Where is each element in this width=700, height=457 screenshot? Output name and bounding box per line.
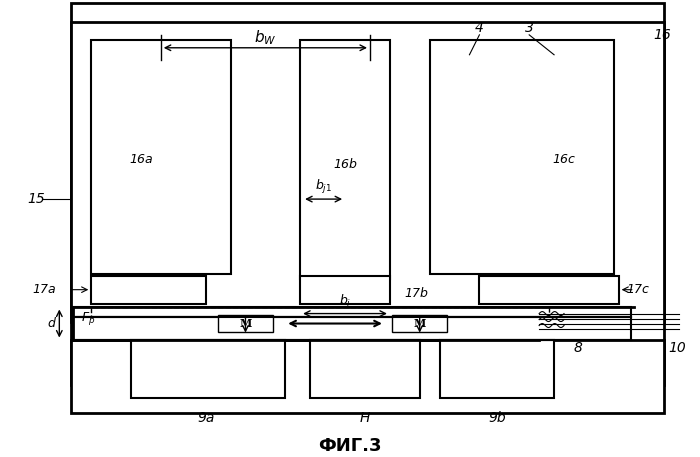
Text: 3: 3 (525, 21, 533, 35)
Text: 16a: 16a (129, 153, 153, 166)
Text: 10: 10 (668, 341, 686, 356)
Text: d: d (48, 317, 55, 330)
Text: ФИГ.3: ФИГ.3 (318, 437, 382, 455)
Bar (440, 340, 554, 398)
Text: $F_p$: $F_p$ (81, 310, 96, 327)
Bar (71, 340, 664, 413)
Bar (71, 3, 664, 322)
Text: $b_{j1}$: $b_{j1}$ (314, 178, 332, 196)
Text: 17b: 17b (405, 287, 428, 300)
Bar (91, 307, 549, 340)
Bar (91, 40, 230, 274)
Text: $b_W$: $b_W$ (254, 28, 276, 47)
Text: 16b: 16b (333, 158, 357, 171)
Text: 16: 16 (654, 28, 671, 42)
Text: M: M (414, 318, 426, 329)
Text: 17c: 17c (626, 283, 650, 296)
Text: M: M (239, 318, 252, 329)
Text: H: H (360, 411, 370, 425)
Text: $b_j$: $b_j$ (339, 292, 351, 311)
Bar (131, 340, 286, 398)
Bar (91, 276, 206, 303)
Bar (300, 276, 390, 303)
Bar (392, 314, 447, 333)
Bar (74, 317, 631, 340)
Text: 15: 15 (27, 192, 46, 206)
Bar (480, 276, 619, 303)
Bar (300, 40, 390, 279)
Bar (71, 22, 664, 385)
Bar (310, 340, 420, 398)
Bar (218, 314, 273, 333)
Text: 4: 4 (475, 21, 484, 35)
Text: 9b: 9b (489, 411, 506, 425)
Bar (74, 307, 631, 317)
Text: 16c: 16c (552, 153, 575, 166)
Bar (430, 40, 614, 274)
Text: 9a: 9a (197, 411, 214, 425)
Text: 8: 8 (574, 341, 583, 356)
Text: 17a: 17a (33, 283, 56, 296)
